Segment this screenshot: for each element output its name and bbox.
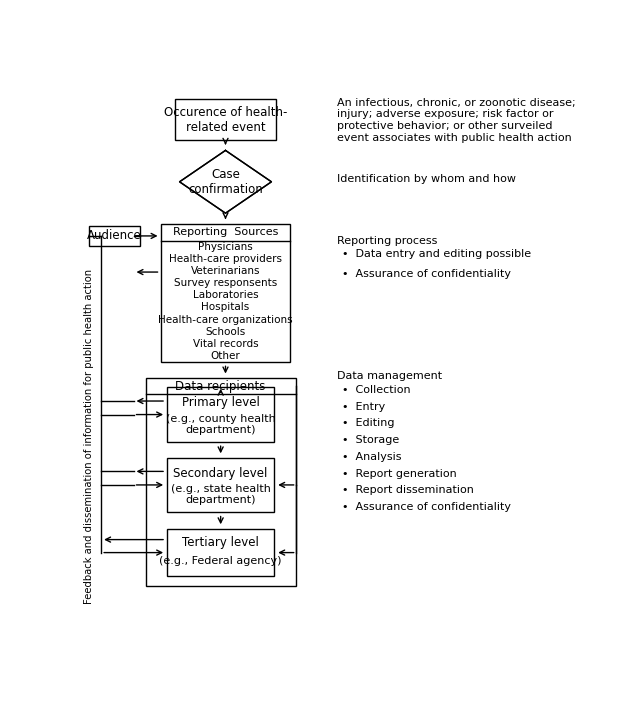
Text: Laboratories: Laboratories	[193, 290, 258, 300]
Text: Physicians: Physicians	[198, 242, 253, 252]
Text: Audience: Audience	[87, 229, 142, 243]
Bar	[167, 387, 274, 441]
Text: •  Storage: • Storage	[341, 435, 399, 445]
Text: •  Report dissemination: • Report dissemination	[341, 486, 474, 496]
Text: Tertiary level: Tertiary level	[182, 536, 259, 549]
Text: Feedback and dissemination of information for public health action: Feedback and dissemination of informatio…	[84, 269, 94, 604]
Text: (e.g., state health
department): (e.g., state health department)	[171, 484, 271, 505]
Text: Schools: Schools	[205, 327, 246, 337]
Bar	[146, 378, 296, 586]
Text: An infectious, chronic, or zoonotic disease;
injury; adverse exposure; risk fact: An infectious, chronic, or zoonotic dise…	[337, 98, 575, 143]
Text: •  Analysis: • Analysis	[341, 452, 401, 462]
Text: Reporting  Sources: Reporting Sources	[173, 227, 278, 238]
Text: (e.g., Federal agency): (e.g., Federal agency)	[159, 556, 282, 566]
Text: •  Editing: • Editing	[341, 418, 394, 428]
Bar	[167, 529, 274, 576]
Text: Survey responsents: Survey responsents	[174, 278, 277, 288]
Text: •  Entry: • Entry	[341, 401, 385, 411]
Polygon shape	[180, 150, 271, 213]
Bar	[167, 458, 274, 512]
Text: Data recipients: Data recipients	[175, 380, 266, 393]
Text: Veterinarians: Veterinarians	[191, 266, 260, 276]
Text: Hospitals: Hospitals	[202, 302, 250, 312]
Text: •  Assurance of confidentiality: • Assurance of confidentiality	[341, 502, 510, 512]
Text: Occurence of health-
related event: Occurence of health- related event	[164, 105, 287, 134]
Bar	[89, 226, 140, 246]
Text: Secondary level: Secondary level	[173, 467, 268, 479]
Text: •  Assurance of confidentiality: • Assurance of confidentiality	[341, 269, 510, 279]
Text: Other: Other	[211, 351, 240, 361]
Text: •  Data entry and editing possible: • Data entry and editing possible	[341, 250, 530, 259]
Text: Health-care organizations: Health-care organizations	[158, 314, 293, 325]
Text: (e.g., county health
department): (e.g., county health department)	[166, 413, 276, 435]
Text: Reporting process: Reporting process	[337, 236, 437, 246]
Bar	[175, 99, 276, 140]
Text: Primary level: Primary level	[182, 396, 260, 409]
Text: •  Report generation: • Report generation	[341, 469, 456, 479]
Text: Health-care providers: Health-care providers	[169, 254, 282, 264]
Text: •  Collection: • Collection	[341, 385, 410, 395]
Text: Data management: Data management	[337, 371, 442, 381]
Text: Case
confirmation: Case confirmation	[188, 168, 263, 196]
Bar	[162, 224, 290, 362]
Text: Identification by whom and how: Identification by whom and how	[337, 174, 515, 183]
Text: Vital records: Vital records	[193, 339, 258, 349]
